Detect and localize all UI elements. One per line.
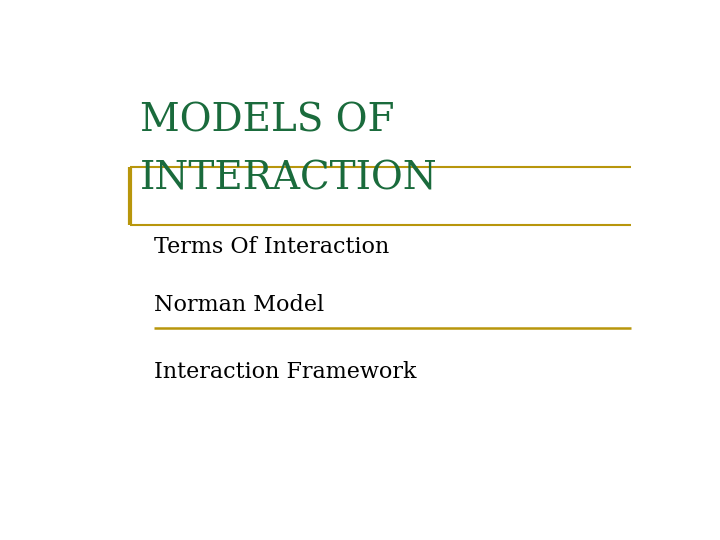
Text: Norman Model: Norman Model [154,294,324,316]
Text: Interaction Framework: Interaction Framework [154,361,417,383]
Text: MODELS OF: MODELS OF [140,103,395,140]
Text: Terms Of Interaction: Terms Of Interaction [154,236,390,258]
Text: INTERACTION: INTERACTION [140,161,438,198]
